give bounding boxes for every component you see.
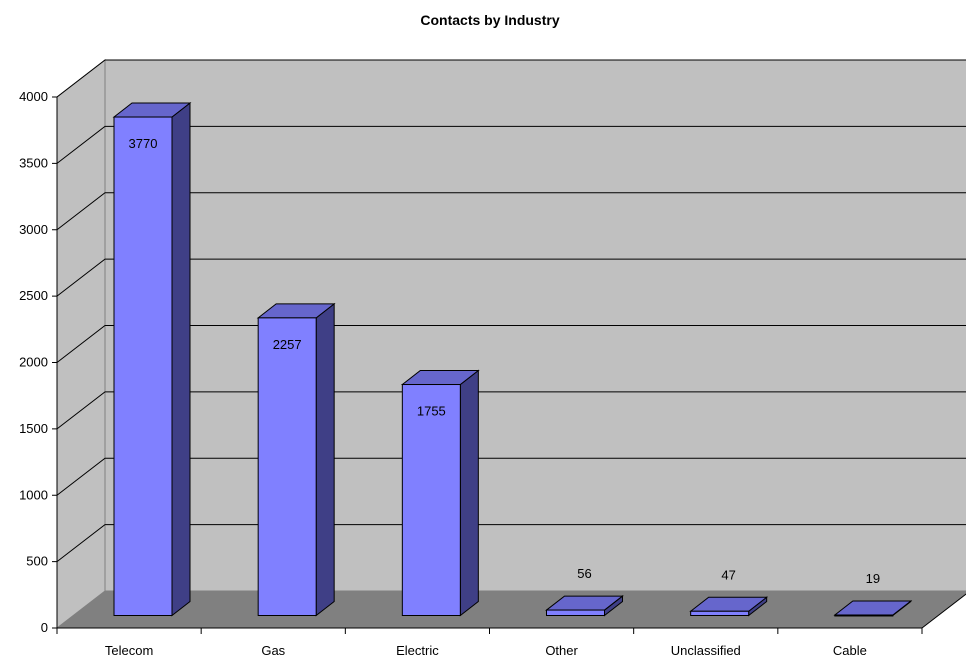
gridline (56, 59, 966, 98)
gridline (56, 391, 966, 430)
y-tick-label: 3000 (19, 222, 48, 237)
gridline (56, 524, 966, 563)
bar-front (834, 614, 894, 617)
y-axis: 0 500 1000 1500 2000 2500 3000 3500 4000 (19, 89, 58, 635)
bar-side (315, 302, 335, 617)
x-tick-label: Other (545, 643, 578, 658)
gridlines (56, 59, 966, 563)
y-tick-label: 4000 (19, 89, 48, 104)
chart-floor (57, 591, 966, 628)
bar (400, 369, 480, 617)
bars (112, 102, 913, 617)
x-tick-label: Cable (833, 643, 867, 658)
gridline (56, 192, 966, 231)
bar (256, 302, 336, 617)
data-label: 3770 (129, 136, 158, 151)
y-tick-label: 2500 (19, 288, 48, 303)
y-tick-label: 0 (41, 620, 48, 635)
gridline (56, 457, 966, 496)
data-label: 19 (866, 571, 880, 586)
x-axis: Telecom Gas Electric Other Unclassified Cable (56, 593, 966, 658)
y-tick-label: 1500 (19, 421, 48, 436)
x-tick-label: Unclassified (671, 643, 741, 658)
bar-side (171, 102, 191, 617)
chart-title: Contacts by Industry (420, 12, 559, 28)
floor-edge (921, 593, 966, 629)
gridline (56, 325, 966, 363)
y-tick-label: 3500 (19, 155, 48, 170)
gridline (56, 125, 966, 164)
data-label: 1755 (417, 404, 446, 419)
bar-front (401, 384, 461, 616)
bar-front (690, 610, 750, 616)
data-label: 2257 (273, 337, 302, 352)
data-labels: 3770 2257 1755 56 47 19 (129, 136, 881, 586)
bar (112, 102, 192, 617)
chart-walls (56, 58, 966, 630)
x-tick-label: Telecom (105, 643, 153, 658)
y-tick-label: 1000 (19, 487, 48, 502)
bar-front (546, 609, 605, 616)
y-tick-label: 500 (26, 554, 48, 569)
bar (545, 595, 624, 617)
data-label: 56 (577, 566, 591, 581)
gridline (56, 258, 966, 297)
bar-side (459, 369, 479, 617)
y-tick-label: 2000 (19, 355, 48, 370)
bar (833, 599, 913, 617)
x-tick-label: Gas (261, 643, 285, 658)
bar-front (113, 116, 173, 616)
data-label: 47 (721, 567, 735, 582)
bar (689, 596, 769, 617)
x-tick-label: Electric (396, 643, 439, 658)
bar-front (257, 317, 317, 616)
